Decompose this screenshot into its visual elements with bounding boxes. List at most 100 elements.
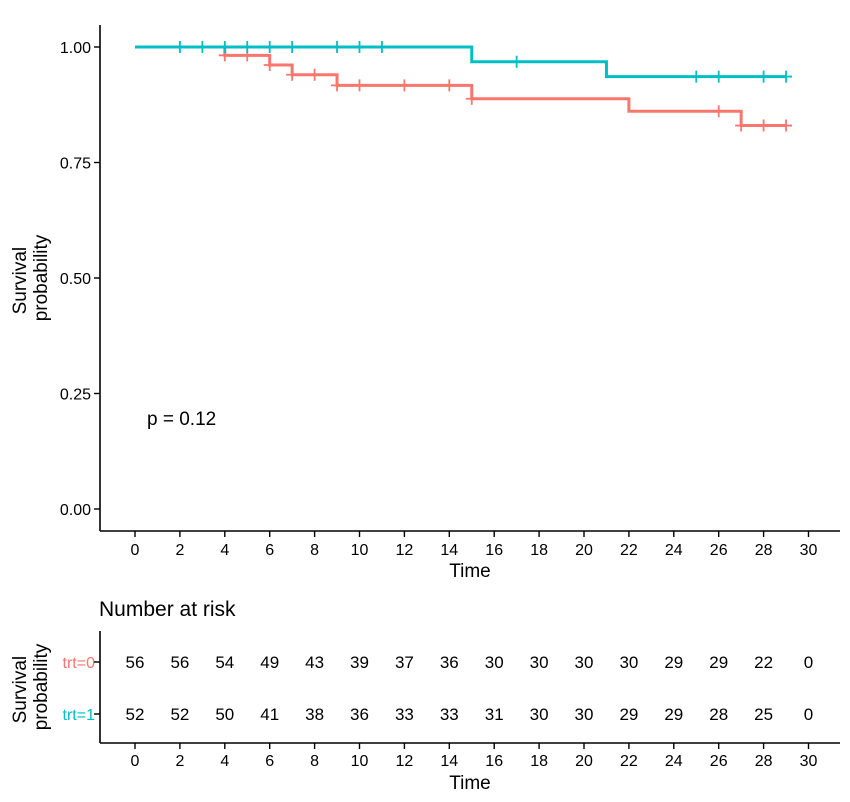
x-tick-label: 20 <box>575 753 593 770</box>
risk-table-cell: 36 <box>350 705 369 724</box>
x-tick-label: 16 <box>485 542 503 559</box>
risk-table-rows: trt=0 56 56 54 49 43 39 37 36 30 30 30 30 29 29 22 0 trt=… <box>63 653 814 724</box>
risk-table-cell: 0 <box>804 705 813 724</box>
risk-table-cell: 29 <box>709 653 728 672</box>
x-tick-label: 14 <box>440 753 458 770</box>
x-tick-label: 2 <box>175 753 184 770</box>
censor-mark <box>375 41 388 53</box>
x-tick-label: 6 <box>265 753 274 770</box>
risk-table-cell: 56 <box>170 653 189 672</box>
risk-table-cell: 33 <box>395 705 414 724</box>
survival-curve-trt=0 <box>135 45 787 128</box>
censor-marks <box>173 41 793 132</box>
censor-mark <box>308 68 321 81</box>
risk-table-cell: 36 <box>440 653 459 672</box>
risk-table-cell: 29 <box>619 705 638 724</box>
censor-mark <box>353 79 366 92</box>
y-tick-label: 0.75 <box>60 156 91 173</box>
x-tick-label: 14 <box>440 542 458 559</box>
risk-table-cell: 37 <box>395 653 414 672</box>
survival-curves <box>135 45 787 128</box>
risk-table-row-label: trt=0 <box>63 655 96 672</box>
risk-table-cell: 29 <box>664 653 683 672</box>
y-tick-label: 0.50 <box>60 271 91 288</box>
x-tick-label: 8 <box>310 753 319 770</box>
risk-table-title: Number at risk <box>99 598 236 621</box>
y-tick-label: 0.25 <box>60 387 91 404</box>
x-tick-label: 24 <box>665 542 683 559</box>
risk-table-row-label: trt=1 <box>63 707 96 724</box>
censor-mark <box>263 59 276 72</box>
risk-table-cell: 33 <box>440 705 459 724</box>
risk-table-cell: 25 <box>754 705 773 724</box>
censor-mark <box>196 41 209 53</box>
censor-mark <box>780 119 793 132</box>
censor-mark <box>735 119 748 132</box>
x-tick-label: 28 <box>755 542 773 559</box>
risk-table-y-axis-title: Survival probability <box>10 643 52 730</box>
risk-table-panel: Number at risk trt=0 56 56 54 49 43 39 37 36 30 30… <box>10 598 840 794</box>
censor-mark <box>510 55 523 68</box>
censor-mark <box>331 41 344 53</box>
risk-table-cell: 30 <box>485 653 504 672</box>
p-value-annotation: p = 0.12 <box>147 409 216 430</box>
x-tick-label: 30 <box>800 753 818 770</box>
risk-table-cell: 52 <box>170 705 189 724</box>
x-axis-title: Time <box>449 561 491 582</box>
x-tick-label: 4 <box>220 753 229 770</box>
risk-table-cell: 0 <box>804 653 813 672</box>
risk-table-cell: 50 <box>215 705 234 724</box>
risk-table-cell: 30 <box>619 653 638 672</box>
censor-mark <box>173 41 186 53</box>
x-tick-label: 30 <box>800 542 818 559</box>
risk-table-cell: 56 <box>126 653 145 672</box>
censor-mark <box>398 79 411 92</box>
censor-mark <box>218 41 231 53</box>
risk-table-cell: 29 <box>664 705 683 724</box>
x-tick-label: 8 <box>310 542 319 559</box>
x-ticks: 0 2 4 6 8 10 12 14 16 18 20 22 24 26 28 30 <box>131 531 818 559</box>
risk-table-cell: 39 <box>350 653 369 672</box>
censor-mark <box>780 70 793 83</box>
y-tick-label: 1.00 <box>60 40 91 57</box>
risk-table-cell: 30 <box>530 705 549 724</box>
x-tick-label: 22 <box>620 753 638 770</box>
censor-mark <box>465 92 478 105</box>
censor-mark <box>263 41 276 53</box>
risk-table-cell: 22 <box>754 653 773 672</box>
x-tick-label: 0 <box>131 542 140 559</box>
y-axis-title: Survival probability <box>10 234 52 321</box>
x-tick-label: 22 <box>620 542 638 559</box>
risk-table-cell: 41 <box>260 705 279 724</box>
risk-table-cell: 52 <box>126 705 145 724</box>
y-ticks: 0.00 0.25 0.50 0.75 1.00 <box>60 40 100 519</box>
risk-table-cell: 30 <box>530 653 549 672</box>
survival-plot-panel: 0.000.250.500.751.00 0 2 4 6 8 10 12 14 16 18 20 22… <box>10 25 840 582</box>
censor-mark <box>241 41 254 53</box>
x-tick-label: 24 <box>665 753 683 770</box>
risk-table-x-axis-title: Time <box>449 773 491 794</box>
risk-table-cell: 43 <box>305 653 324 672</box>
censor-mark <box>353 41 366 53</box>
censor-mark <box>757 70 770 83</box>
risk-table-cell: 49 <box>260 653 279 672</box>
censor-mark <box>712 105 725 118</box>
y-tick-label: 0.00 <box>60 502 91 519</box>
x-tick-label: 16 <box>485 753 503 770</box>
x-tick-label: 10 <box>351 753 369 770</box>
risk-table-cell: 31 <box>485 705 504 724</box>
censor-mark <box>757 119 770 132</box>
censor-mark <box>286 68 299 81</box>
risk-table-cell: 30 <box>575 653 594 672</box>
x-tick-label: 26 <box>710 753 728 770</box>
x-tick-label: 12 <box>396 542 414 559</box>
x-tick-label: 28 <box>755 753 773 770</box>
x-tick-label: 26 <box>710 542 728 559</box>
x-tick-label: 18 <box>530 753 548 770</box>
risk-table-cell: 30 <box>575 705 594 724</box>
x-tick-label: 2 <box>175 542 184 559</box>
x-tick-label: 4 <box>220 542 229 559</box>
x-tick-label: 10 <box>351 542 369 559</box>
x-tick-label: 18 <box>530 542 548 559</box>
